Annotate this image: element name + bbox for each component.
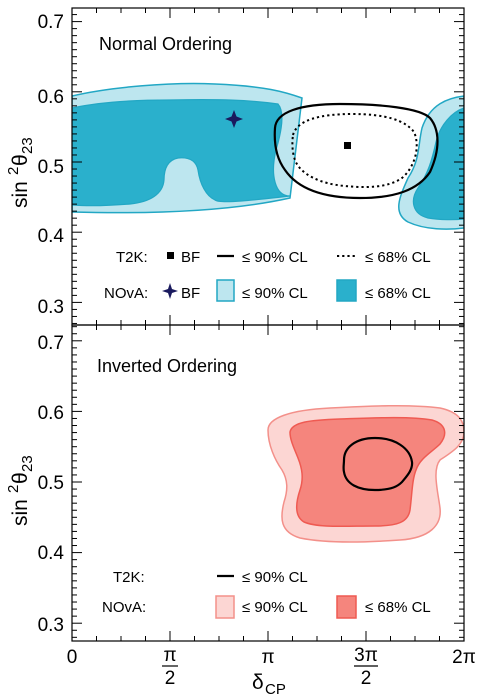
y-tick-label-bottom-0.6: 0.6 (38, 403, 64, 424)
legend-nova-bf-text: BF (181, 285, 200, 302)
y-tick-label-bottom-0.4: 0.4 (38, 543, 65, 564)
x-axis-title-sub: CP (265, 681, 286, 698)
y-axis-title-top: sin 2 θ 23 (5, 137, 36, 208)
top-panel-title: Normal Ordering (99, 34, 232, 54)
bottom-y-tick-labels: 0.7 0.6 0.5 0.4 0.3 (38, 333, 65, 636)
legend-bottom-nova-label: NOvA: (102, 599, 146, 616)
x-tick-label-3pi2-den: 2 (361, 668, 372, 689)
legend-nova-90-swatch (216, 279, 235, 302)
legend-bottom-nova-68-text: ≤ 68% CL (365, 599, 431, 616)
legend-bottom-nova-68-swatch (336, 595, 357, 619)
y-axis-title-bottom-sub: 23 (19, 455, 36, 472)
legend-nova-68-swatch (336, 279, 357, 302)
y-axis-title-top-sub: 23 (19, 137, 36, 154)
bottom-panel-title: Inverted Ordering (97, 356, 237, 376)
y-axis-title-top-sup: 2 (5, 167, 22, 175)
legend-t2k-68-text: ≤ 68% CL (365, 249, 431, 266)
x-tick-labels: 0 π 2 π 3π 2 2π (67, 645, 476, 689)
top-legend: T2K: BF ≤ 90% CL ≤ 68% CL NOvA: BF ≤ 90%… (104, 249, 431, 302)
legend-bottom-t2k-label: T2K: (113, 569, 145, 586)
y-tick-label-bottom-0.7: 0.7 (38, 333, 64, 354)
legend-bottom-nova-90-text: ≤ 90% CL (242, 599, 308, 616)
axis-ticks (71, 8, 465, 641)
y-tick-label-top-0.3: 0.3 (38, 297, 64, 318)
legend-bottom-t2k-90-text: ≤ 90% CL (242, 569, 308, 586)
y-tick-label-top-0.6: 0.6 (38, 87, 64, 108)
t2k-90cl-contour-top (273, 102, 439, 200)
y-axis-title-top-sin: sin (9, 181, 32, 208)
legend-nova-bf-marker (162, 283, 178, 299)
x-tick-label-pi2-den: 2 (165, 668, 176, 689)
x-tick-label-pi: π (261, 647, 274, 668)
legend-t2k-90-text: ≤ 90% CL (242, 249, 308, 266)
t2k-68cl-contour-top (291, 112, 418, 188)
bottom-panel: Inverted Ordering T2K: ≤ 90% CL NOvA: ≤ … (71, 324, 465, 642)
y-tick-label-top-0.5: 0.5 (38, 157, 64, 178)
legend-t2k-bf-marker (167, 252, 174, 259)
x-tick-label-0: 0 (67, 647, 78, 668)
y-tick-label-top-0.4: 0.4 (38, 226, 65, 247)
x-axis-title: δ CP (252, 671, 286, 698)
y-axis-title-bottom: sin 2 θ 23 (5, 455, 36, 526)
t2k-best-fit-marker (344, 142, 351, 149)
legend-nova-90-text: ≤ 90% CL (242, 285, 308, 302)
legend-bottom-nova-90-swatch (215, 595, 235, 619)
legend-nova-label: NOvA: (104, 285, 148, 302)
x-tick-label-3pi2-num: 3π (354, 645, 378, 666)
y-tick-label-top-0.7: 0.7 (38, 12, 64, 33)
x-tick-label-pi2-num: π (163, 645, 176, 666)
y-axis-title-bottom-sup: 2 (5, 485, 22, 493)
bottom-legend: T2K: ≤ 90% CL NOvA: ≤ 90% CL ≤ 68% CL (102, 569, 431, 619)
y-axis-title-bottom-sin: sin (9, 499, 32, 526)
nova-68cl-region-top (72, 99, 291, 207)
nova-best-fit-marker (225, 110, 243, 128)
t2k-90cl-contour-bottom (342, 436, 414, 492)
y-tick-label-bottom-0.5: 0.5 (38, 473, 64, 494)
legend-nova-68-text: ≤ 68% CL (365, 285, 431, 302)
nova-68cl-region-bottom (289, 416, 446, 528)
x-axis-title-delta: δ (252, 671, 264, 694)
nova-68cl-region-top-right (412, 107, 464, 221)
top-y-tick-labels: 0.7 0.6 0.5 0.4 0.3 (38, 12, 65, 318)
top-panel: Normal Ordering T2K: BF ≤ 90% CL ≤ 68% C… (71, 7, 465, 326)
legend-t2k-bf-text: BF (181, 249, 200, 266)
legend-t2k-label: T2K: (116, 249, 148, 266)
y-tick-label-bottom-0.3: 0.3 (38, 615, 64, 636)
y-axis-title-top-theta: θ (9, 154, 32, 166)
x-tick-label-2pi: 2π (452, 647, 476, 668)
y-axis-title-bottom-theta: θ (9, 472, 32, 484)
